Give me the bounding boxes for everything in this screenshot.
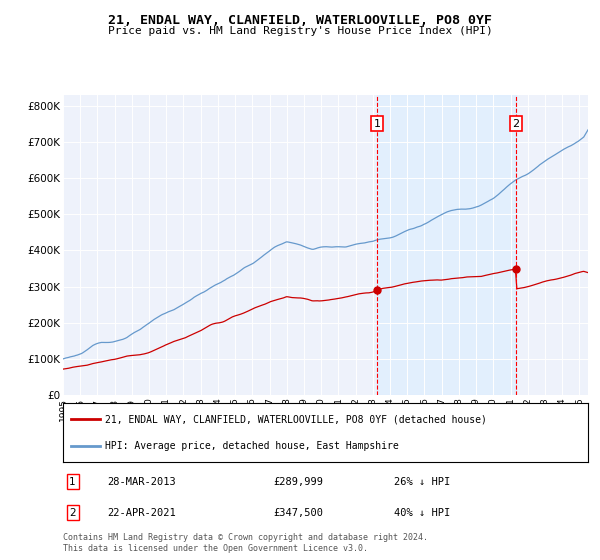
Text: Price paid vs. HM Land Registry's House Price Index (HPI): Price paid vs. HM Land Registry's House … — [107, 26, 493, 36]
Text: 21, ENDAL WAY, CLANFIELD, WATERLOOVILLE, PO8 0YF: 21, ENDAL WAY, CLANFIELD, WATERLOOVILLE,… — [108, 14, 492, 27]
Bar — [377, 95, 516, 395]
Text: 40% ↓ HPI: 40% ↓ HPI — [394, 507, 450, 517]
Text: 2: 2 — [512, 119, 520, 129]
Text: 21, ENDAL WAY, CLANFIELD, WATERLOOVILLE, PO8 0YF (detached house): 21, ENDAL WAY, CLANFIELD, WATERLOOVILLE,… — [105, 414, 487, 424]
Text: HPI: Average price, detached house, East Hampshire: HPI: Average price, detached house, East… — [105, 441, 399, 451]
Text: 26% ↓ HPI: 26% ↓ HPI — [394, 477, 450, 487]
Text: 22-APR-2021: 22-APR-2021 — [107, 507, 176, 517]
Text: 28-MAR-2013: 28-MAR-2013 — [107, 477, 176, 487]
Text: Contains HM Land Registry data © Crown copyright and database right 2024.
This d: Contains HM Land Registry data © Crown c… — [63, 533, 428, 553]
Text: 1: 1 — [373, 119, 380, 129]
Text: 1: 1 — [70, 477, 76, 487]
Text: 2: 2 — [70, 507, 76, 517]
Text: £289,999: £289,999 — [273, 477, 323, 487]
Text: £347,500: £347,500 — [273, 507, 323, 517]
